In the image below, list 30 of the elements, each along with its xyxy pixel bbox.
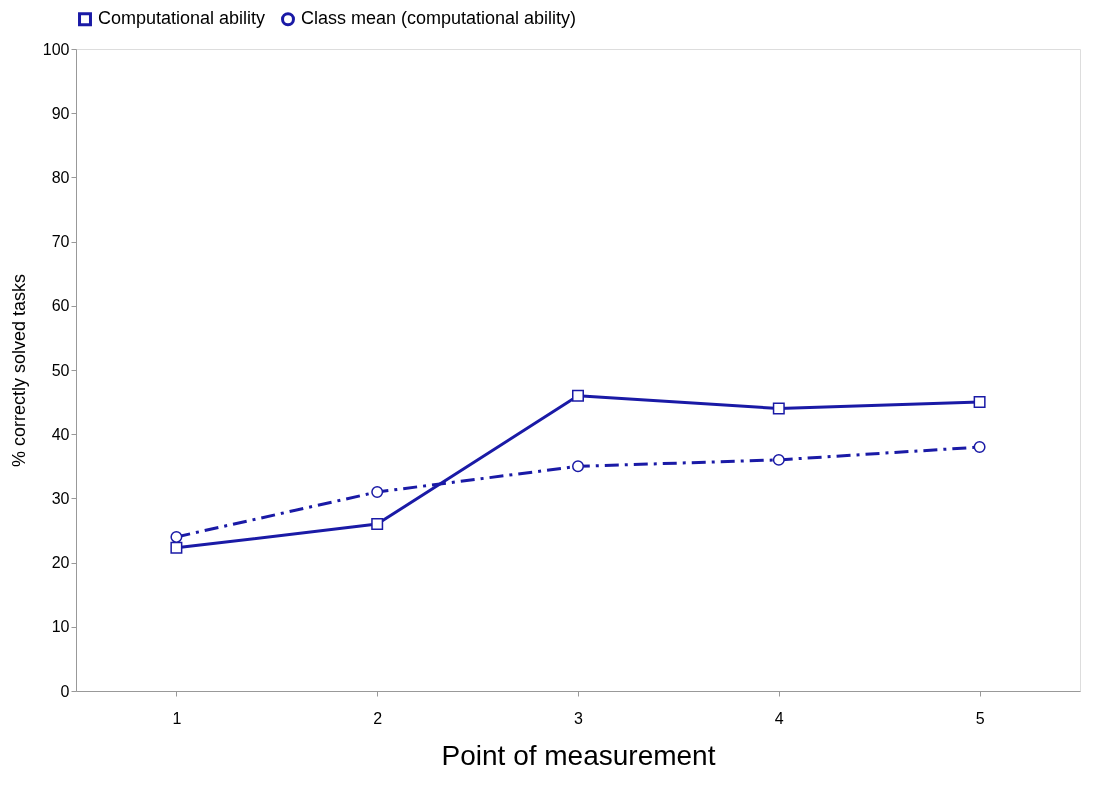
point <box>973 441 986 454</box>
x-tick-label: 5 <box>975 709 985 727</box>
point <box>371 486 384 498</box>
point <box>772 402 785 415</box>
y-tick-label: 30 <box>51 489 70 507</box>
y-tick-label: 80 <box>51 168 70 186</box>
point <box>371 518 384 531</box>
y-tick-label: 50 <box>51 361 70 379</box>
y-tick-label: 0 <box>60 682 70 700</box>
point <box>973 396 986 409</box>
y-tick-label: 100 <box>42 40 70 58</box>
y-tick-label: 20 <box>51 554 70 572</box>
point <box>772 453 785 466</box>
point <box>572 460 584 473</box>
legend-label: Class mean (computational ability) <box>301 8 577 29</box>
x-tick-label: 2 <box>373 709 383 727</box>
y-tick-label: 70 <box>51 233 70 251</box>
point <box>170 530 183 543</box>
x-axis-title: Point of measurement <box>441 739 716 771</box>
point <box>572 389 584 402</box>
x-tick-label: 1 <box>172 709 182 727</box>
y-tick-label: 90 <box>51 104 70 122</box>
x-tick-label: 3 <box>574 709 584 727</box>
y-tick-label: 60 <box>51 297 70 315</box>
point <box>170 541 183 554</box>
y-axis-title: % correctly solved tasks <box>8 273 29 468</box>
legend-label: Computational ability <box>98 8 266 29</box>
y-tick-label: 40 <box>51 425 70 443</box>
x-tick-label: 4 <box>774 709 784 727</box>
y-tick-label: 10 <box>51 618 70 636</box>
